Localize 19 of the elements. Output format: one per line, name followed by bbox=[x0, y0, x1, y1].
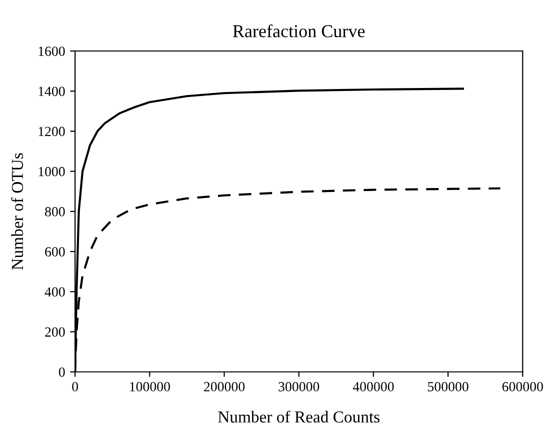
x-tick-label: 500000 bbox=[428, 382, 468, 392]
x-tick-label: 600000 bbox=[502, 382, 543, 392]
y-tick-label: 600 bbox=[45, 247, 65, 256]
y-axis-title: Number of OTUs bbox=[11, 153, 24, 270]
x-tick-label: 200000 bbox=[204, 382, 245, 392]
y-tick-label: 1000 bbox=[38, 166, 65, 176]
y-tick-label: 400 bbox=[44, 287, 65, 297]
x-tick-label: 100000 bbox=[130, 382, 170, 392]
chart-title: Rarefaction Curve bbox=[232, 24, 365, 38]
x-tick-label: 400000 bbox=[352, 382, 394, 392]
y-tick-label: 200 bbox=[45, 327, 65, 337]
x-tick-label: 0 bbox=[72, 382, 78, 392]
y-tick-label: 0 bbox=[58, 367, 65, 377]
x-axis-title: Number of Read Counts bbox=[218, 410, 380, 423]
x-tick-label: 300000 bbox=[278, 382, 320, 392]
y-tick-label: 800 bbox=[45, 207, 65, 216]
y-tick-label: 1200 bbox=[38, 126, 65, 136]
y-tick-label: 1400 bbox=[38, 86, 65, 96]
y-tick-label: 1600 bbox=[38, 46, 65, 56]
